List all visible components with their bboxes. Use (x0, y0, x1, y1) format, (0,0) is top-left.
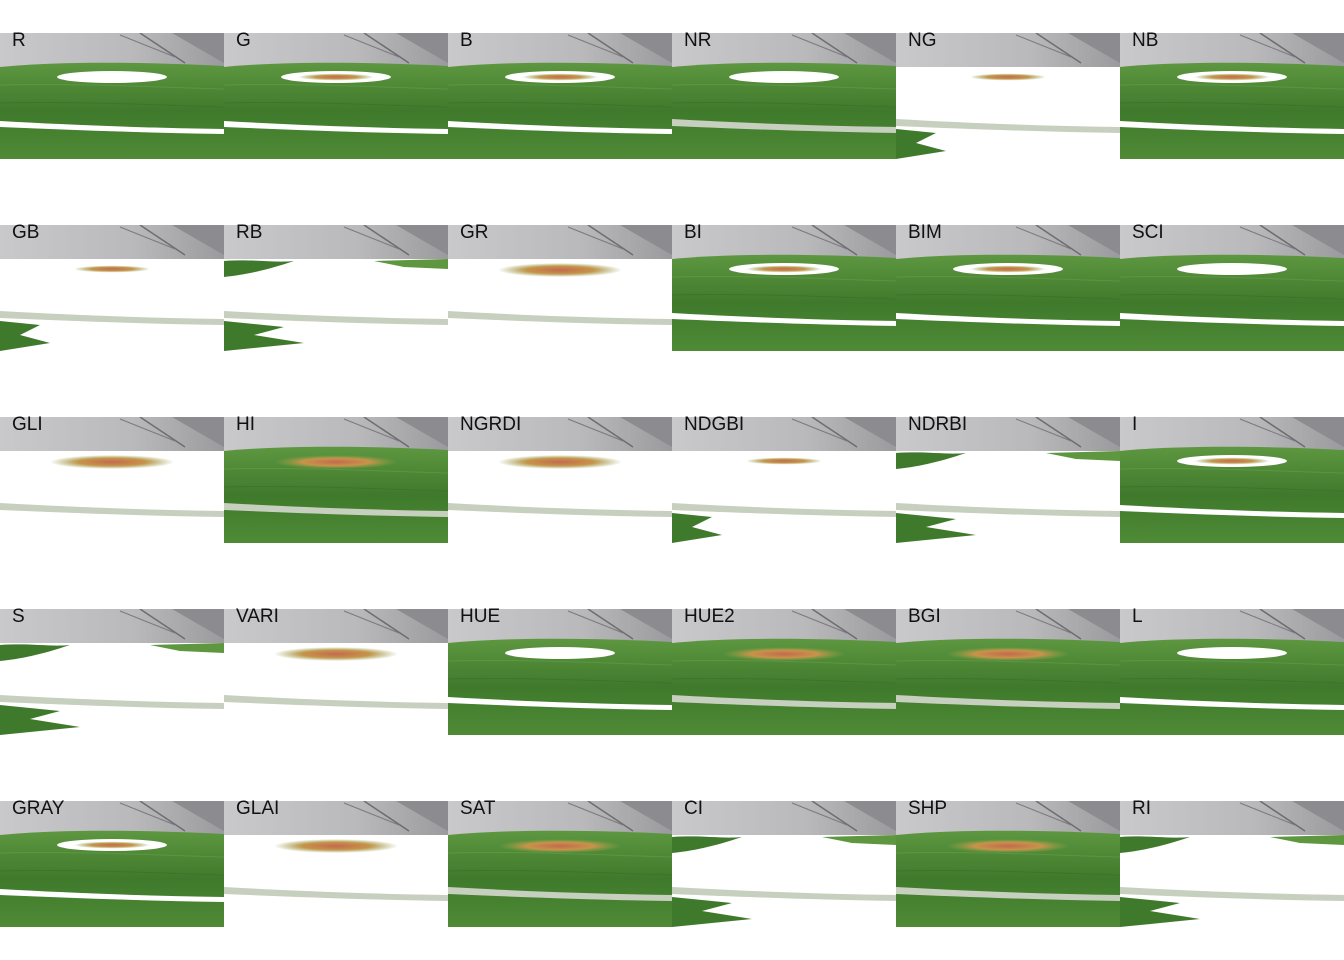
index-panel: NDGBI (672, 384, 896, 576)
index-panel: GLI (0, 384, 224, 576)
index-panel: GRAY (0, 768, 224, 960)
index-panel: G (224, 0, 448, 192)
leaf-segmentation-image (0, 609, 224, 735)
index-panel: HI (224, 384, 448, 576)
index-panel: NR (672, 0, 896, 192)
leaf-segmentation-image (896, 801, 1120, 927)
index-panel: I (1120, 384, 1344, 576)
index-panel: B (448, 0, 672, 192)
panel-label: HUE2 (684, 606, 735, 627)
leaf-segmentation-image (1120, 417, 1344, 543)
leaf-segmentation-image (1120, 609, 1344, 735)
panel-label: L (1132, 606, 1143, 627)
panel-label: VARI (236, 606, 279, 627)
index-panel: L (1120, 576, 1344, 768)
leaf-segmentation-image (224, 33, 448, 159)
index-panel: NGRDI (448, 384, 672, 576)
index-panel: NDRBI (896, 384, 1120, 576)
panel-label: GR (460, 222, 489, 243)
panel-label: SAT (460, 798, 496, 819)
leaf-segmentation-image (448, 609, 672, 735)
index-panel: SCI (1120, 192, 1344, 384)
panel-label: B (460, 30, 473, 51)
leaf-segmentation-image (1120, 225, 1344, 351)
leaf-segmentation-image (896, 225, 1120, 351)
leaf-segmentation-image (896, 417, 1120, 543)
leaf-segmentation-image (1120, 33, 1344, 159)
panel-label: HI (236, 414, 255, 435)
leaf-segmentation-image (448, 225, 672, 351)
leaf-segmentation-image (672, 417, 896, 543)
leaf-segmentation-image (448, 801, 672, 927)
leaf-segmentation-image (0, 801, 224, 927)
leaf-segmentation-image (448, 33, 672, 159)
index-panel: BIM (896, 192, 1120, 384)
panel-label: RB (236, 222, 263, 243)
index-panel: GB (0, 192, 224, 384)
panel-label: S (12, 606, 25, 627)
leaf-segmentation-image (672, 609, 896, 735)
panel-label: SHP (908, 798, 948, 819)
leaf-segmentation-image (0, 225, 224, 351)
panel-label: I (1132, 414, 1138, 435)
leaf-segmentation-image (224, 417, 448, 543)
leaf-segmentation-image (896, 33, 1120, 159)
index-panel: CI (672, 768, 896, 960)
panel-label: NDGBI (684, 414, 745, 435)
index-panel: HUE2 (672, 576, 896, 768)
leaf-segmentation-image (896, 609, 1120, 735)
index-panel: R (0, 0, 224, 192)
leaf-segmentation-image (1120, 801, 1344, 927)
panel-label: NR (684, 30, 712, 51)
index-panel: VARI (224, 576, 448, 768)
panel-label: NDRBI (908, 414, 968, 435)
leaf-segmentation-image (448, 417, 672, 543)
panel-label: HUE (460, 606, 501, 627)
index-panel: NB (1120, 0, 1344, 192)
leaf-segmentation-image (224, 609, 448, 735)
panel-label: NG (908, 30, 937, 51)
index-panel: BI (672, 192, 896, 384)
panel-label: GB (12, 222, 40, 243)
index-panel: SAT (448, 768, 672, 960)
panel-label: SCI (1132, 222, 1164, 243)
panel-label: CI (684, 798, 703, 819)
leaf-segmentation-image (672, 801, 896, 927)
panel-label: NGRDI (460, 414, 522, 435)
panel-label: GRAY (12, 798, 65, 819)
leaf-segmentation-image (0, 33, 224, 159)
leaf-segmentation-image (224, 225, 448, 351)
index-panel: RB (224, 192, 448, 384)
panel-label: NB (1132, 30, 1159, 51)
index-panel: RI (1120, 768, 1344, 960)
index-panel: HUE (448, 576, 672, 768)
panel-label: RI (1132, 798, 1151, 819)
index-panel: S (0, 576, 224, 768)
panel-label: BGI (908, 606, 941, 627)
index-panel: NG (896, 0, 1120, 192)
panel-label: BIM (908, 222, 942, 243)
leaf-segmentation-image (672, 225, 896, 351)
panel-label: GLI (12, 414, 43, 435)
index-panel: BGI (896, 576, 1120, 768)
panel-label: GLAI (236, 798, 280, 819)
leaf-segmentation-image (672, 33, 896, 159)
panel-label: R (12, 30, 26, 51)
index-panel: GLAI (224, 768, 448, 960)
index-panel: SHP (896, 768, 1120, 960)
leaf-segmentation-image (224, 801, 448, 927)
panel-label: BI (684, 222, 702, 243)
index-panel: GR (448, 192, 672, 384)
leaf-segmentation-image (0, 417, 224, 543)
panel-label: G (236, 30, 251, 51)
